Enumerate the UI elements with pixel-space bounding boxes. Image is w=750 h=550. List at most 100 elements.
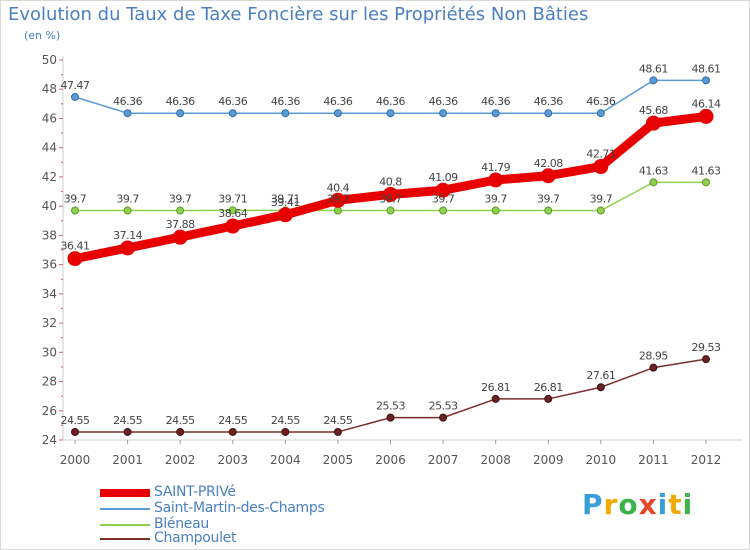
x-tick-label: 2010 [586,453,617,467]
logo-letter: P [582,488,604,521]
x-tick-label: 2005 [323,453,354,467]
legend-item-champoulet: Champoulet [100,530,400,548]
data-point [228,427,237,436]
data-point [544,109,553,118]
logo-letter: x [638,488,658,521]
data-point [176,109,185,118]
logo-letter: i [657,488,669,521]
data-point [123,109,132,118]
data-point [596,383,605,392]
data-label: 46.36 [271,95,300,108]
legend-item-saint-martin: Saint-Martin-des-Champs [100,500,400,518]
data-point [281,427,290,436]
x-tick-label: 2011 [638,453,669,467]
data-point [386,413,395,422]
data-label: 40.4 [327,181,350,194]
y-tick-label: 34 [42,287,57,301]
data-label: 46.36 [534,95,563,108]
data-label: 46.36 [481,95,510,108]
data-point [123,206,132,215]
data-point [439,206,448,215]
data-point [333,427,342,436]
legend-label-saint-martin: Saint-Martin-des-Champs [154,500,325,516]
data-point [71,427,79,436]
data-point [277,207,293,223]
data-label: 24.55 [218,414,247,427]
data-label: 46.36 [429,95,458,108]
x-tick-label: 2006 [375,453,406,467]
data-label: 28.95 [639,350,668,363]
data-point [71,206,79,215]
data-point [491,394,500,403]
data-point [330,192,346,208]
data-point [386,109,395,118]
chart-unit-label: (en %) [24,29,61,42]
data-point [544,394,553,403]
logo-letter: o [618,488,639,521]
x-tick-label: 2009 [533,453,564,467]
data-label: 39.7 [537,193,560,206]
data-label: 39.7 [116,193,139,206]
y-tick-label: 42 [42,170,57,184]
data-label: 41.63 [692,164,721,177]
chart-title: Evolution du Taux de Taxe Foncière sur l… [8,4,589,25]
data-label: 37.14 [113,229,142,242]
data-point [172,229,188,245]
y-tick-label: 46 [42,111,57,125]
x-tick-label: 2012 [691,453,722,467]
data-point [649,178,658,187]
data-label: 26.81 [534,381,563,394]
data-label: 46.14 [692,97,721,110]
data-point [435,182,451,198]
data-point [176,427,185,436]
data-label: 42.08 [534,157,563,170]
legend-label-bleneau: Bléneau [154,516,209,532]
legend-item-saint-prive: SAINT-PRIVé [100,484,400,502]
data-label: 39.71 [218,192,247,205]
x-tick-label: 2007 [428,453,459,467]
data-label: 39.7 [64,193,87,206]
data-point [123,427,132,436]
legend-swatch-saint-martin [100,508,150,510]
legend-label-saint-prive: SAINT-PRIVé [154,484,236,500]
data-label: 46.36 [113,95,142,108]
data-point [649,76,658,85]
y-tick-label: 38 [42,228,57,242]
data-label: 48.61 [692,62,721,75]
y-tick-label: 32 [42,316,57,330]
x-tick-label: 2003 [217,453,248,467]
data-point [593,159,609,175]
proxiti-logo: Proxiti [582,488,693,521]
data-point [491,206,500,215]
data-label: 24.55 [166,414,195,427]
y-tick-label: 24 [42,433,57,447]
data-label: 25.53 [376,400,405,413]
data-point [333,109,342,118]
data-point [176,206,185,215]
data-label: 39.7 [327,193,350,206]
data-point [383,186,398,202]
x-tick-label: 2000 [60,453,91,467]
data-label: 25.53 [429,400,458,413]
data-point [702,355,710,364]
legend-label-champoulet: Champoulet [154,530,237,546]
x-tick-label: 2001 [112,453,143,467]
data-label: 42.71 [586,148,615,161]
legend-item-bleneau: Bléneau [100,516,400,534]
logo-letter: t [668,488,683,521]
legend-swatch-bleneau [100,524,150,526]
data-label: 39.7 [432,193,455,206]
data-point [386,206,395,215]
data-label: 41.79 [481,161,510,174]
data-point [698,108,714,124]
data-label: 37.88 [166,218,195,231]
data-label: 39.7 [590,193,613,206]
data-point [439,109,448,118]
data-label: 38.64 [218,207,247,220]
data-label: 46.36 [323,95,352,108]
data-point [71,92,79,101]
data-label: 26.81 [481,381,510,394]
y-tick-label: 26 [42,404,57,418]
